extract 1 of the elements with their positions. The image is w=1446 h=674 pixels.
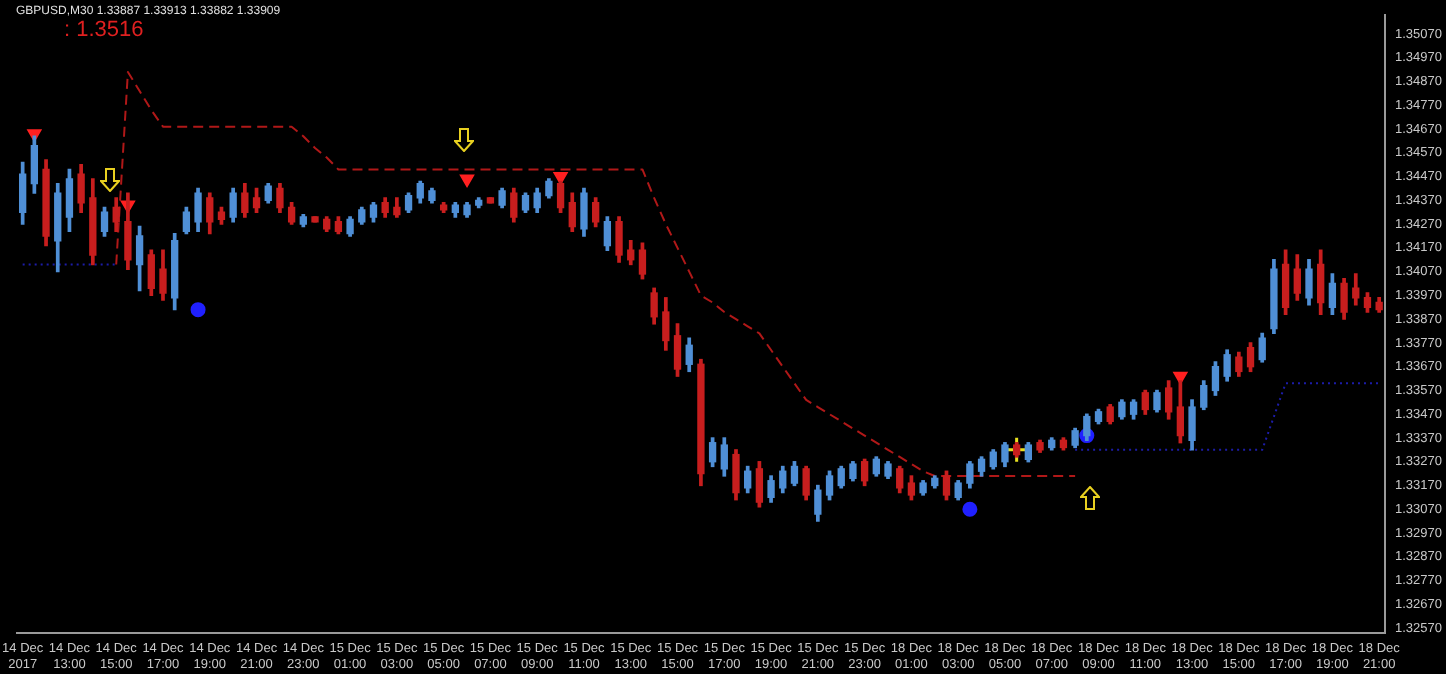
annotation: : 1.3516 [64, 18, 144, 42]
